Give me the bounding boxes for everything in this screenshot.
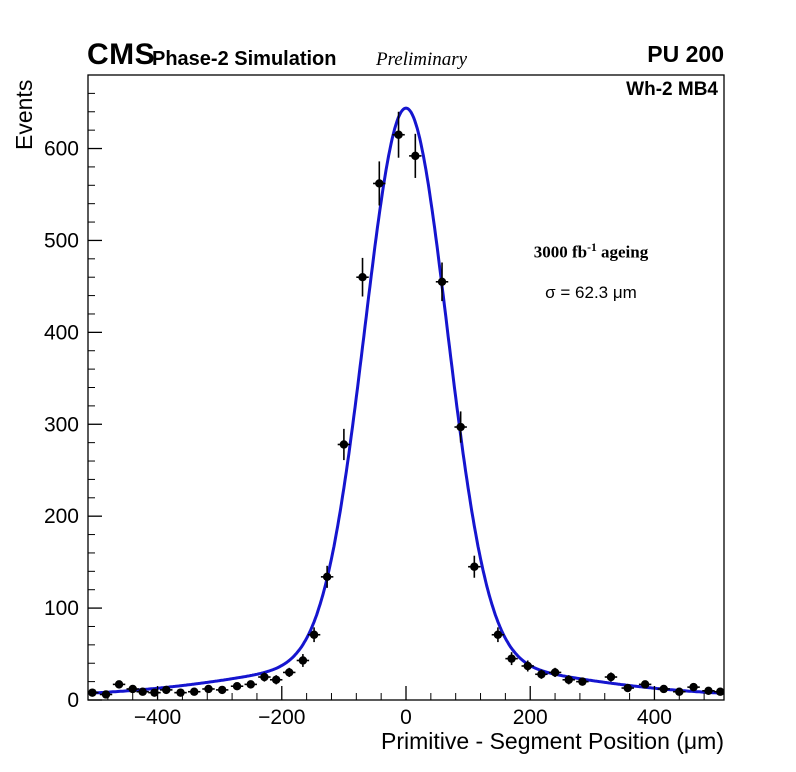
data-marker — [523, 661, 532, 671]
data-marker — [675, 687, 684, 696]
data-marker — [339, 440, 349, 449]
data-marker — [246, 680, 255, 689]
data-marker — [128, 684, 137, 694]
plot-area — [88, 106, 724, 699]
plot-frame — [87, 74, 725, 701]
data-points — [88, 111, 724, 699]
simulation-label: Phase-2 Simulation — [152, 48, 337, 70]
data-marker — [232, 682, 242, 691]
data-marker — [640, 680, 650, 689]
data-marker — [564, 675, 573, 684]
data-marker — [394, 130, 403, 139]
data-marker — [162, 685, 171, 695]
y-axis: 0 100 200 300 400 500 600 Events — [11, 74, 102, 712]
data-marker — [101, 690, 111, 699]
data-marker — [659, 684, 668, 694]
data-marker — [176, 688, 185, 697]
lumi-text: 3000 fb — [533, 242, 588, 262]
x-tick-label: 400 — [637, 706, 672, 729]
x-tick-label: −400 — [134, 706, 181, 729]
data-marker — [114, 680, 124, 689]
data-marker — [578, 677, 587, 686]
data-marker — [550, 668, 560, 677]
chamber-label: Wh-2 MB4 — [626, 79, 718, 100]
data-marker — [204, 684, 213, 694]
y-tick-label: 600 — [44, 138, 79, 161]
data-marker — [456, 422, 465, 432]
data-marker — [217, 685, 227, 695]
data-marker — [437, 277, 447, 287]
x-axis-title: Primitive - Segment Position (μm) — [381, 728, 724, 754]
y-tick-label: 100 — [44, 597, 79, 620]
data-marker — [716, 687, 724, 696]
ageing-annotation: 3000 fb-1 ageing — [503, 241, 679, 263]
data-marker — [190, 687, 199, 696]
y-tick-label: 300 — [44, 413, 79, 436]
data-marker — [285, 668, 294, 677]
y-tick-label: 400 — [44, 321, 79, 344]
data-marker — [537, 670, 546, 679]
data-marker — [309, 630, 319, 639]
data-marker — [138, 687, 147, 696]
ageing-text: ageing — [596, 242, 649, 262]
data-marker — [689, 682, 698, 692]
data-marker — [411, 151, 420, 161]
x-tick-label: 200 — [513, 706, 548, 729]
data-marker — [606, 672, 616, 682]
data-marker — [493, 630, 503, 639]
preliminary-label: Preliminary — [376, 49, 468, 70]
data-marker — [358, 273, 367, 282]
data-marker — [322, 572, 332, 582]
data-marker — [150, 688, 159, 697]
data-marker — [260, 672, 269, 682]
data-marker — [298, 656, 308, 665]
y-tick-label: 500 — [44, 229, 79, 252]
y-axis-title: Events — [11, 80, 37, 150]
y-tick-label: 200 — [44, 505, 79, 528]
lumi-superscript: -1 — [587, 241, 597, 254]
x-tick-label: −200 — [258, 706, 305, 729]
data-marker — [88, 688, 97, 697]
data-marker — [704, 686, 713, 696]
data-marker — [507, 654, 516, 663]
sigma-annotation: σ = 62.3 μm — [545, 283, 637, 302]
fit-curve — [88, 106, 724, 695]
y-tick-label: 0 — [67, 689, 79, 712]
data-marker — [375, 179, 384, 188]
pileup-label: PU 200 — [647, 41, 724, 67]
data-marker — [271, 675, 281, 684]
data-marker — [623, 683, 632, 693]
cms-logo-text: CMS — [87, 38, 156, 71]
x-tick-label: 0 — [400, 706, 412, 729]
data-marker — [470, 562, 479, 571]
